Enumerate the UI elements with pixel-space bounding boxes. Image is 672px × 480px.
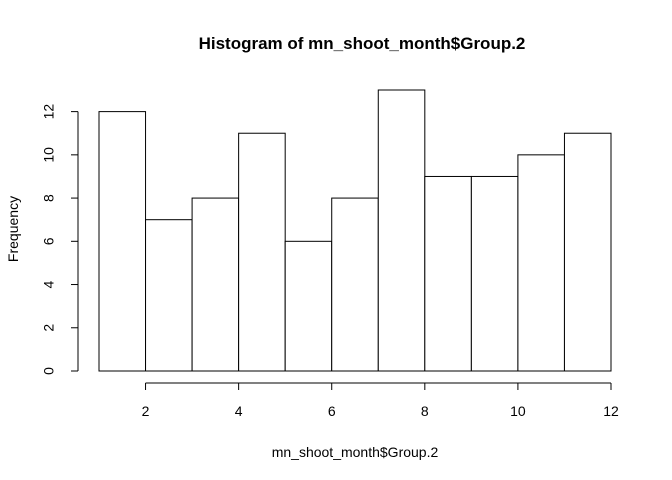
y-tick-label: 12 (41, 104, 57, 120)
bars-group (98, 89, 612, 372)
histogram-bar-9 (470, 175, 519, 372)
histogram-bar-4 (238, 132, 286, 372)
histogram-bar-3 (191, 197, 240, 372)
x-axis: 2 4 6 8 10 12 (142, 382, 619, 419)
y-tick-label: 4 (41, 280, 57, 288)
histogram-bar-2 (145, 219, 193, 372)
x-tick-label: 2 (142, 403, 150, 419)
x-tick-label: 4 (235, 403, 243, 419)
y-axis-label: Frequency (5, 196, 21, 262)
chart-title: Histogram of mn_shoot_month$Group.2 (199, 34, 526, 53)
y-tick-label: 8 (41, 194, 57, 202)
x-tick-label: 8 (421, 403, 429, 419)
histogram-bar-11 (563, 132, 612, 372)
histogram-bar-5 (284, 240, 333, 372)
x-tick-label: 10 (510, 403, 526, 419)
y-tick-label: 0 (41, 367, 57, 375)
x-axis-label: mn_shoot_month$Group.2 (272, 444, 439, 460)
y-tick-label: 2 (41, 324, 57, 332)
y-tick-label: 10 (41, 147, 57, 163)
y-axis: 0 2 4 6 8 10 12 (41, 104, 79, 375)
y-tick-label: 6 (41, 237, 57, 245)
x-tick-label: 6 (328, 403, 336, 419)
x-tick-label: 12 (603, 403, 619, 419)
histogram-bar-10 (517, 154, 565, 372)
histogram-bar-6 (331, 197, 379, 372)
histogram-bar-7 (377, 89, 426, 372)
histogram-bar-1 (98, 111, 147, 372)
histogram-bar-8 (424, 175, 472, 372)
